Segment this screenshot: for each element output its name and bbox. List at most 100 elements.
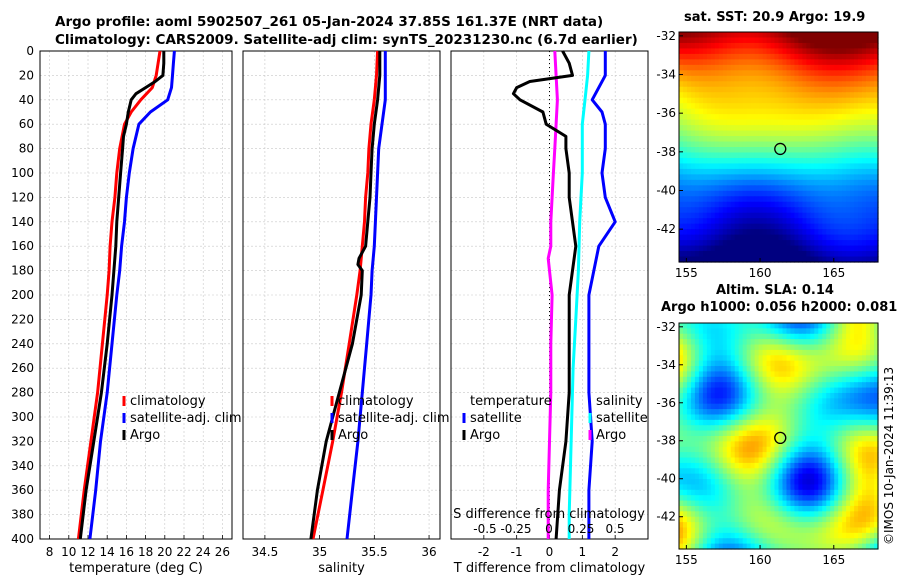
map-cell: [870, 179, 875, 186]
map-cell: [838, 212, 843, 219]
map-cell: [818, 522, 823, 529]
map-cell: [838, 516, 843, 523]
map-cell: [814, 323, 819, 329]
map-cell: [754, 516, 760, 523]
map-cell: [786, 168, 792, 175]
map-cell: [738, 97, 744, 104]
map-cell: [758, 130, 764, 137]
map-cell: [702, 201, 708, 208]
map-cell: [790, 382, 796, 389]
map-cell: [726, 457, 732, 464]
map-cell: [754, 174, 760, 181]
map-cell: [814, 256, 819, 263]
map-cell: [698, 419, 704, 426]
temperature-argo-diff-line: [511, 50, 578, 540]
map-cell: [822, 360, 827, 367]
map-cell: [730, 446, 736, 453]
map-cell: [698, 333, 704, 340]
map-cell: [850, 516, 855, 523]
map-cell: [830, 382, 835, 389]
map-cell: [758, 495, 764, 502]
map-cell: [679, 125, 684, 132]
map-cell: [870, 168, 875, 175]
x-tick-label: -1: [511, 545, 523, 559]
map-cell: [866, 97, 871, 104]
map-cell: [762, 511, 768, 518]
map-cell: [870, 409, 875, 416]
map-cell: [870, 64, 875, 71]
map-cell: [782, 462, 788, 469]
map-cell: [854, 86, 859, 93]
map-cell: [818, 174, 823, 181]
map-cell: [710, 344, 716, 351]
map-cell: [810, 446, 815, 453]
map-cell: [814, 382, 819, 389]
map-cell: [746, 48, 752, 55]
map-cell: [690, 376, 696, 383]
map-cell: [714, 130, 720, 137]
map-cell: [679, 157, 684, 165]
map-cell: [854, 157, 859, 165]
map-cell: [686, 468, 692, 475]
map-cell: [730, 479, 736, 486]
map-cell: [850, 32, 855, 39]
map-cell: [770, 234, 776, 241]
map-cell: [814, 218, 819, 225]
map-cell: [698, 462, 704, 469]
map-cell: [698, 75, 704, 82]
map-cell: [702, 436, 708, 442]
map-cell: [702, 457, 708, 464]
map-cell: [706, 527, 712, 534]
map-cell: [679, 152, 684, 159]
map-cell: [810, 495, 815, 502]
map-cell: [718, 157, 724, 165]
map-cell: [790, 185, 796, 192]
map-cell: [698, 240, 704, 247]
map-cell: [826, 527, 831, 534]
map-cell: [790, 157, 796, 165]
map-cell: [794, 119, 799, 126]
map-cell: [702, 125, 708, 132]
map-cell: [818, 366, 823, 373]
map-cell: [866, 436, 871, 442]
map-cell: [814, 441, 819, 448]
map-cell: [810, 382, 815, 389]
map-cell: [686, 185, 692, 192]
map-cell: [854, 376, 859, 383]
map-cell: [870, 103, 875, 110]
map-cell: [702, 403, 708, 410]
map-cell: [714, 495, 720, 502]
map-cell: [694, 218, 700, 225]
map-cell: [854, 479, 859, 486]
map-cell: [858, 371, 863, 378]
map-cell: [694, 130, 700, 137]
map-cell: [826, 168, 831, 175]
map-cell: [818, 185, 823, 192]
map-cell: [710, 119, 716, 126]
map-cell: [718, 355, 724, 362]
map-cell: [854, 452, 859, 459]
map-cell: [854, 339, 859, 346]
map-cell: [854, 522, 859, 529]
map-cell: [726, 527, 732, 534]
map-cell: [866, 119, 871, 126]
map-cell: [814, 355, 819, 362]
map-cell: [778, 425, 784, 432]
map-cell: [710, 419, 716, 426]
map-cell: [742, 543, 748, 550]
map-cell: [726, 136, 732, 143]
map-cell: [794, 108, 799, 115]
map-cell: [690, 349, 696, 356]
map-cell: [770, 212, 776, 219]
map-cell: [698, 70, 704, 77]
salinity-legend-2-label: Argo: [338, 428, 368, 443]
map-cell: [810, 147, 815, 154]
map-cell: [786, 366, 792, 373]
map-cell: [690, 234, 696, 241]
map-cell: [838, 522, 843, 529]
map-cell: [726, 37, 732, 44]
map-cell: [854, 240, 859, 247]
map-cell: [774, 53, 780, 60]
map-cell: [690, 103, 696, 110]
map-cell: [702, 240, 708, 247]
